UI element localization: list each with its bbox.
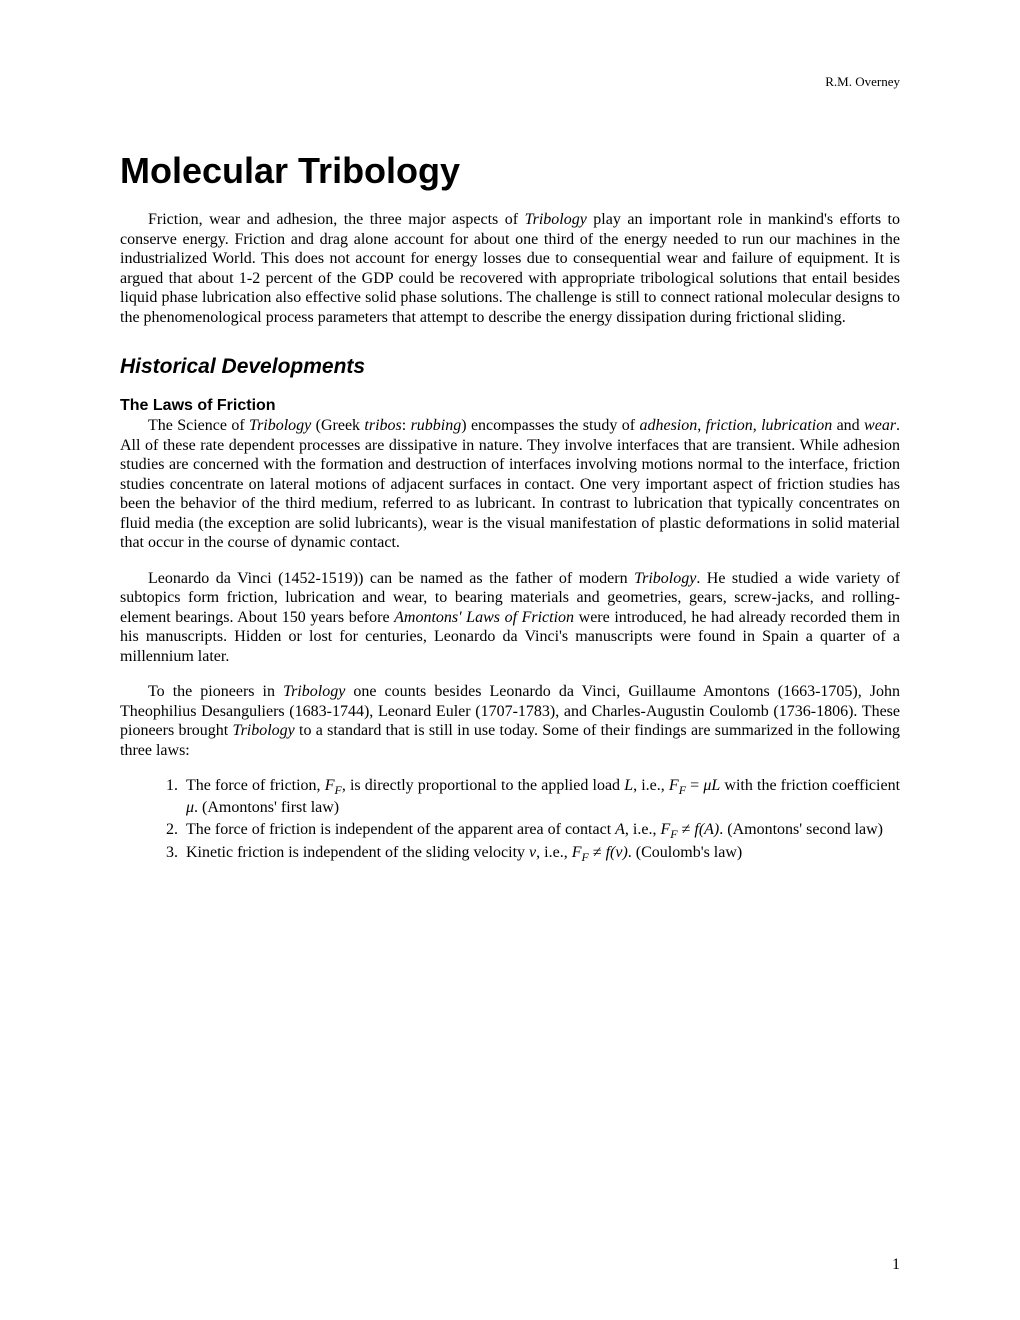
law-item-2: The force of friction is independent of … [182,820,900,842]
header-author: R.M. Overney [120,74,900,90]
section-historical-developments: Historical Developments [120,355,900,379]
subsection-laws-of-friction: The Laws of Friction [120,397,900,415]
document-title: Molecular Tribology [120,150,900,192]
laws-paragraph-2: Leonardo da Vinci (1452-1519)) can be na… [120,569,900,667]
law-item-1: The force of friction, FF, is directly p… [182,776,900,817]
page: R.M. Overney Molecular Tribology Frictio… [0,0,1020,1320]
law-item-3: Kinetic friction is independent of the s… [182,843,900,865]
laws-paragraph-3: To the pioneers in Tribology one counts … [120,682,900,760]
intro-paragraph-1: Friction, wear and adhesion, the three m… [120,210,900,327]
page-number: 1 [892,1256,900,1274]
laws-paragraph-1: The Science of Tribology (Greek tribos: … [120,416,900,553]
laws-list: The force of friction, FF, is directly p… [120,776,900,865]
